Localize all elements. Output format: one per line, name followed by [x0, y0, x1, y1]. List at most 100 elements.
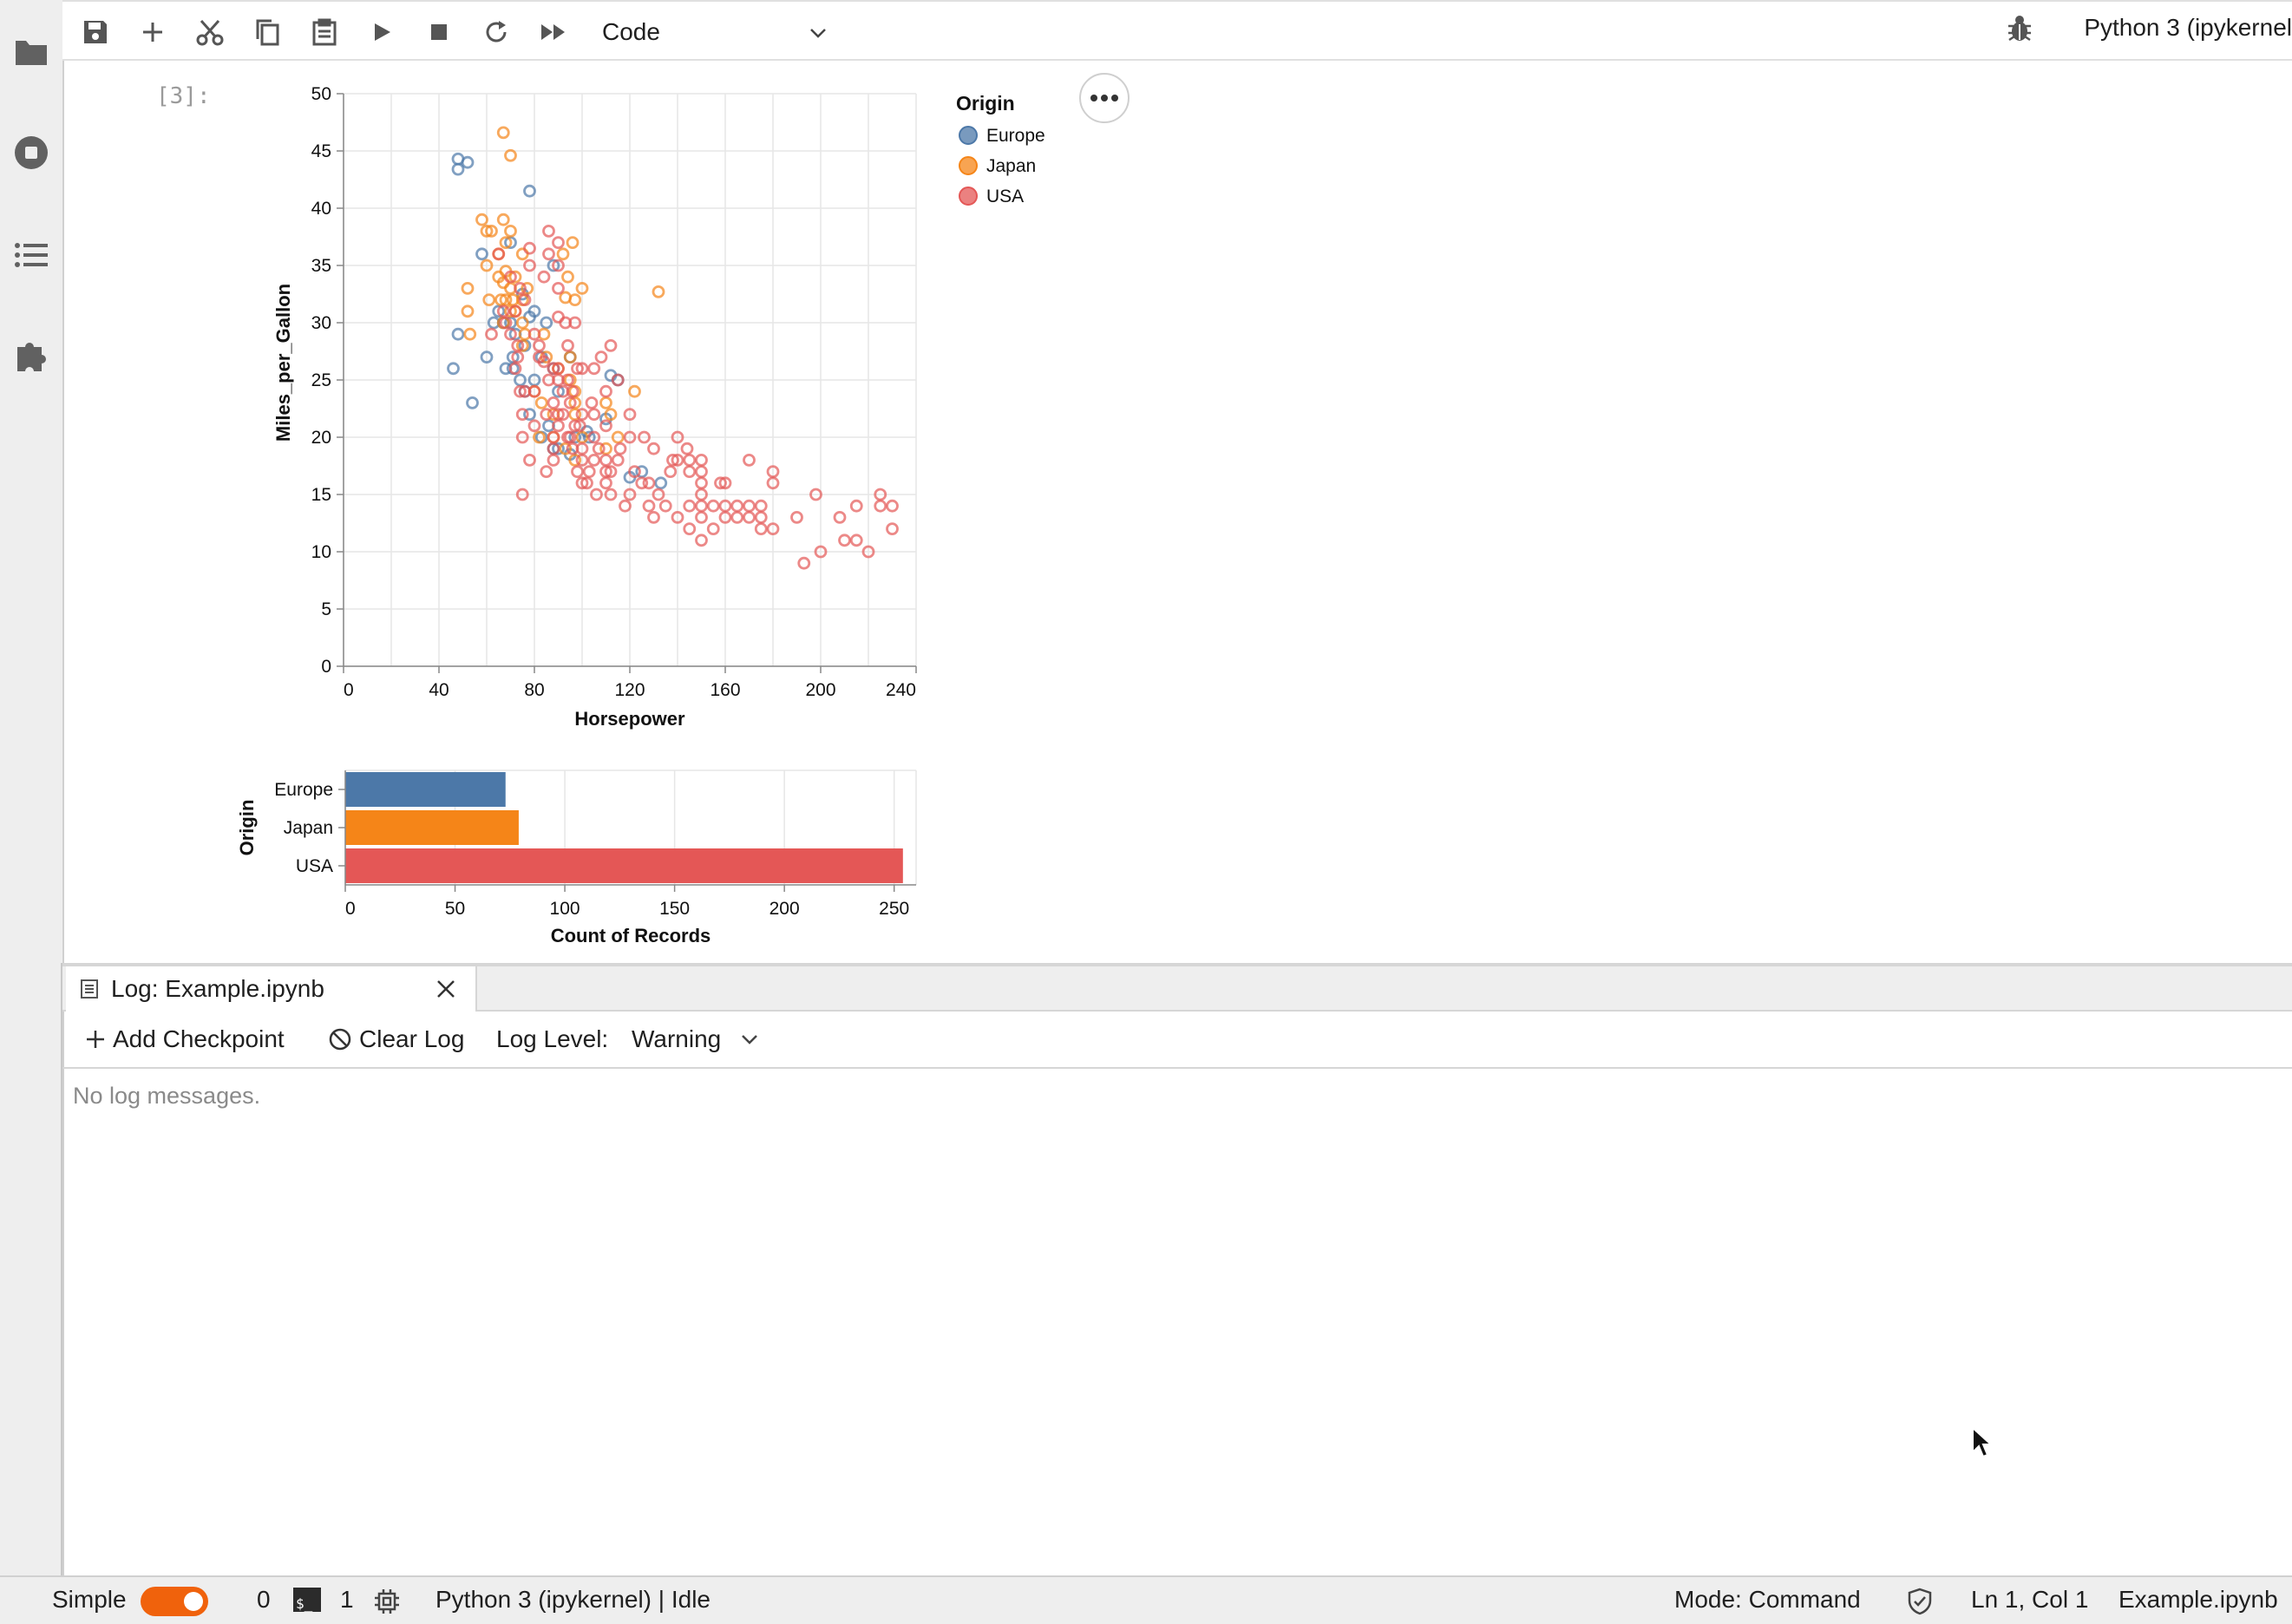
running-icon[interactable] — [10, 132, 52, 174]
data-point — [568, 453, 582, 467]
data-point — [547, 442, 560, 455]
data-point — [514, 281, 527, 295]
add-icon — [85, 1029, 106, 1050]
data-point — [506, 350, 520, 364]
toc-icon[interactable] — [10, 234, 52, 276]
data-point — [599, 476, 612, 490]
data-point — [563, 350, 577, 364]
x-tick-label: 0 — [345, 899, 356, 919]
data-point — [671, 430, 684, 444]
chart-actions-button[interactable] — [1079, 73, 1130, 123]
terminal-icon: $_ — [293, 1588, 321, 1612]
data-point — [635, 476, 649, 490]
debugger-icon[interactable] — [2006, 14, 2033, 48]
data-point — [480, 224, 494, 238]
data-point — [652, 285, 665, 298]
data-point — [508, 362, 522, 376]
restart-icon[interactable] — [477, 13, 515, 51]
data-point — [611, 453, 625, 467]
data-point — [599, 419, 612, 433]
log-level-select[interactable]: Warning — [632, 1025, 759, 1053]
run-icon[interactable] — [363, 13, 401, 51]
x-tick-label: 40 — [429, 680, 449, 700]
data-point — [680, 442, 694, 455]
close-icon[interactable] — [435, 979, 456, 999]
cursor-position[interactable]: Ln 1, Col 1 — [1971, 1586, 2089, 1613]
data-point — [475, 247, 488, 261]
data-point — [561, 270, 574, 284]
legend-label: USA — [986, 187, 1024, 206]
add-checkpoint-button[interactable]: Add Checkpoint — [85, 1025, 285, 1053]
data-point — [482, 293, 496, 307]
data-point — [619, 499, 632, 513]
kernel-name[interactable]: Python 3 (ipykernel — [2084, 14, 2292, 41]
bar-europe — [345, 772, 506, 807]
data-point — [599, 384, 612, 398]
y-tick-label: 10 — [311, 542, 331, 562]
notebook-toolbar: Code Python 3 (ipykernel — [62, 0, 2292, 61]
data-point — [573, 419, 586, 433]
data-point — [461, 304, 475, 318]
folder-icon[interactable] — [10, 31, 52, 73]
paste-icon[interactable] — [305, 13, 344, 51]
data-point — [492, 304, 506, 318]
data-point — [463, 327, 477, 341]
data-point — [533, 338, 546, 352]
data-point — [642, 499, 656, 513]
add-icon[interactable] — [134, 13, 172, 51]
data-point — [874, 499, 887, 513]
data-point — [475, 213, 488, 226]
y-tick-label: 15 — [311, 485, 331, 505]
data-point — [695, 476, 708, 490]
data-point — [754, 499, 768, 513]
kernel-status[interactable]: Python 3 (ipykernel) | Idle — [435, 1586, 711, 1613]
data-point — [518, 384, 532, 398]
data-point — [623, 488, 637, 501]
data-point — [628, 384, 641, 398]
data-point — [485, 327, 498, 341]
data-point — [494, 293, 508, 307]
kernels-count[interactable]: 1 — [340, 1586, 354, 1613]
data-point — [611, 430, 625, 444]
data-point — [508, 304, 522, 318]
log-tab-bar: Log: Example.ipynb — [62, 966, 2292, 1012]
log-document-icon — [80, 979, 99, 999]
simple-mode-label: Simple — [52, 1586, 127, 1613]
data-point — [504, 327, 517, 341]
y-tick-label: 0 — [321, 657, 331, 677]
data-point — [599, 396, 612, 409]
data-point — [695, 465, 708, 479]
cut-icon[interactable] — [191, 13, 229, 51]
stop-icon[interactable] — [420, 13, 458, 51]
data-point — [451, 327, 465, 341]
data-point — [695, 534, 708, 547]
x-tick-label: 150 — [659, 899, 690, 919]
data-point — [838, 534, 851, 547]
shield-check-icon[interactable] — [1907, 1588, 1933, 1615]
data-point — [766, 522, 780, 535]
y-tick-label: 30 — [311, 313, 331, 333]
data-point — [527, 327, 541, 341]
save-icon[interactable] — [76, 13, 115, 51]
data-point — [499, 293, 513, 307]
data-point — [580, 476, 593, 490]
data-point — [514, 384, 527, 398]
x-tick-label: 100 — [550, 899, 580, 919]
log-tab[interactable]: Log: Example.ipynb — [66, 966, 477, 1012]
terminals-count[interactable]: 0 — [257, 1586, 271, 1613]
y-tick-label: USA — [296, 856, 333, 876]
clear-log-button[interactable]: Clear Log — [328, 1025, 464, 1053]
fast-forward-icon[interactable] — [534, 13, 573, 51]
data-point — [563, 396, 577, 409]
extension-icon[interactable] — [10, 335, 52, 377]
cell-type-select[interactable]: Code — [602, 12, 828, 52]
data-point — [523, 184, 536, 198]
y-tick-label: 50 — [311, 84, 331, 104]
data-point — [587, 453, 601, 467]
data-point — [599, 453, 612, 467]
panel-divider[interactable] — [62, 963, 2292, 966]
y-tick-label: 40 — [311, 199, 331, 219]
simple-mode-toggle[interactable] — [141, 1587, 208, 1616]
data-point — [508, 270, 522, 284]
copy-icon[interactable] — [248, 13, 286, 51]
